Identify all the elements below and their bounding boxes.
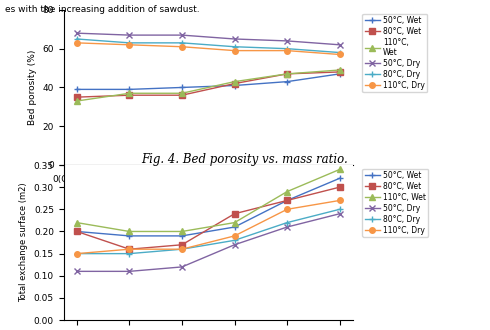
80°C, Dry	[284, 221, 290, 225]
80°C, Dry	[284, 47, 290, 51]
80°C, Wet	[126, 93, 132, 97]
Legend: 50°C, Wet, 80°C, Wet, 110°C, Wet, 50°C, Dry, 80°C, Dry, 110°C, Dry: 50°C, Wet, 80°C, Wet, 110°C, Wet, 50°C, …	[363, 169, 428, 237]
50°C, Wet	[74, 87, 80, 91]
Line: 80°C, Dry: 80°C, Dry	[74, 36, 343, 55]
80°C, Wet	[284, 198, 290, 202]
50°C, Wet	[179, 85, 185, 89]
110°C,
Wet	[337, 68, 343, 72]
110°C,
Wet	[179, 91, 185, 95]
110°C, Dry	[337, 52, 343, 56]
Text: es with the increasing addition of sawdust.: es with the increasing addition of sawdu…	[5, 5, 199, 14]
110°C, Dry	[179, 247, 185, 251]
110°C,
Wet	[284, 72, 290, 76]
80°C, Wet	[179, 93, 185, 97]
110°C, Dry	[284, 207, 290, 211]
80°C, Dry	[179, 41, 185, 45]
110°C, Wet	[126, 229, 132, 233]
110°C,
Wet	[232, 80, 238, 83]
Line: 50°C, Dry: 50°C, Dry	[74, 211, 343, 274]
80°C, Dry	[179, 247, 185, 251]
Line: 50°C, Wet: 50°C, Wet	[74, 71, 343, 92]
110°C, Wet	[337, 167, 343, 171]
80°C, Wet	[74, 229, 80, 233]
50°C, Dry	[126, 33, 132, 37]
50°C, Wet	[126, 87, 132, 91]
Y-axis label: Bed porosity (%): Bed porosity (%)	[28, 50, 37, 125]
110°C, Dry	[232, 234, 238, 238]
110°C, Dry	[74, 41, 80, 45]
80°C, Dry	[126, 41, 132, 45]
50°C, Wet	[284, 198, 290, 202]
50°C, Dry	[179, 265, 185, 269]
50°C, Dry	[126, 269, 132, 273]
Text: Fig. 4. Bed porosity vs. mass ratio.: Fig. 4. Bed porosity vs. mass ratio.	[142, 153, 348, 166]
110°C, Wet	[232, 221, 238, 225]
110°C, Wet	[179, 229, 185, 233]
Line: 110°C, Dry: 110°C, Dry	[74, 40, 343, 57]
80°C, Dry	[74, 37, 80, 41]
Line: 50°C, Wet: 50°C, Wet	[74, 176, 343, 239]
110°C, Dry	[232, 49, 238, 52]
110°C,
Wet	[74, 99, 80, 103]
50°C, Dry	[337, 43, 343, 47]
80°C, Wet	[337, 185, 343, 189]
110°C, Dry	[337, 198, 343, 202]
80°C, Dry	[337, 207, 343, 211]
50°C, Wet	[337, 72, 343, 76]
Line: 110°C, Wet: 110°C, Wet	[74, 167, 343, 234]
110°C,
Wet	[126, 91, 132, 95]
50°C, Wet	[284, 80, 290, 83]
50°C, Wet	[126, 234, 132, 238]
110°C, Dry	[179, 45, 185, 49]
50°C, Wet	[232, 83, 238, 87]
50°C, Dry	[284, 39, 290, 43]
50°C, Dry	[179, 33, 185, 37]
80°C, Wet	[232, 82, 238, 85]
80°C, Dry	[74, 252, 80, 256]
Line: 80°C, Wet: 80°C, Wet	[74, 184, 343, 252]
Line: 50°C, Dry: 50°C, Dry	[74, 30, 343, 48]
80°C, Wet	[126, 247, 132, 251]
50°C, Dry	[284, 225, 290, 229]
80°C, Wet	[284, 72, 290, 76]
Legend: 50°C, Wet, 80°C, Wet, 110°C,
Wet, 50°C, Dry, 80°C, Dry, 110°C, Dry: 50°C, Wet, 80°C, Wet, 110°C, Wet, 50°C, …	[363, 14, 427, 92]
Line: 80°C, Dry: 80°C, Dry	[74, 207, 343, 256]
50°C, Wet	[74, 229, 80, 233]
50°C, Dry	[74, 31, 80, 35]
Y-axis label: Total exchange surface (m2): Total exchange surface (m2)	[19, 183, 28, 302]
80°C, Dry	[232, 45, 238, 49]
110°C, Dry	[126, 43, 132, 47]
110°C, Dry	[74, 252, 80, 256]
50°C, Wet	[232, 225, 238, 229]
50°C, Wet	[179, 234, 185, 238]
80°C, Wet	[179, 243, 185, 247]
80°C, Dry	[126, 252, 132, 256]
110°C, Wet	[284, 190, 290, 194]
50°C, Wet	[337, 176, 343, 180]
110°C, Dry	[284, 49, 290, 52]
80°C, Dry	[232, 238, 238, 242]
50°C, Dry	[232, 243, 238, 247]
Line: 110°C, Dry: 110°C, Dry	[74, 198, 343, 256]
110°C, Wet	[74, 221, 80, 225]
80°C, Wet	[74, 95, 80, 99]
Line: 110°C,
Wet: 110°C, Wet	[74, 67, 343, 104]
80°C, Dry	[337, 50, 343, 54]
80°C, Wet	[232, 212, 238, 216]
X-axis label: Mass ratio: Mass ratio	[180, 189, 237, 199]
50°C, Dry	[232, 37, 238, 41]
110°C, Dry	[126, 247, 132, 251]
50°C, Dry	[337, 212, 343, 216]
80°C, Wet	[337, 70, 343, 74]
Line: 80°C, Wet: 80°C, Wet	[74, 69, 343, 100]
50°C, Dry	[74, 269, 80, 273]
